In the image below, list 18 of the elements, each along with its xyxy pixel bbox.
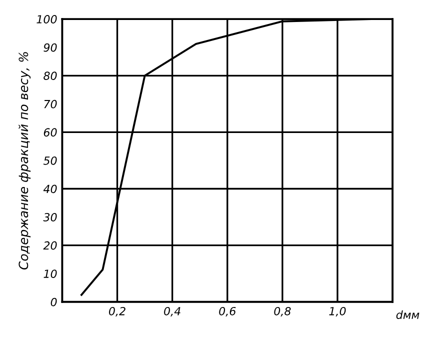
y-tick-label: 80 bbox=[44, 72, 57, 80]
y-tick-label: 60 bbox=[44, 128, 57, 137]
y-tick-label: 10 bbox=[44, 270, 57, 278]
x-tick-label: 0,4 bbox=[164, 306, 180, 316]
y-tick-label: 70 bbox=[44, 100, 57, 108]
y-axis-title: Содержание фракций по весу, % bbox=[18, 52, 31, 270]
y-tick-label: 100 bbox=[36, 15, 57, 24]
y-tick-label: 50 bbox=[43, 156, 57, 165]
y-tick-label: 20 bbox=[43, 241, 57, 250]
x-axis-title: dмм bbox=[396, 310, 420, 319]
x-tick-label: 0,8 bbox=[274, 306, 291, 316]
y-tick-label: 30 bbox=[43, 213, 57, 222]
y-tick-label: 90 bbox=[44, 43, 57, 52]
y-tick-label: 40 bbox=[43, 184, 57, 194]
y-tick-label: 0 bbox=[50, 298, 57, 306]
x-tick-label: 1,0 bbox=[329, 306, 346, 316]
x-tick-label: 0,2 bbox=[108, 306, 126, 316]
x-tick-label: 0,6 bbox=[219, 306, 236, 316]
